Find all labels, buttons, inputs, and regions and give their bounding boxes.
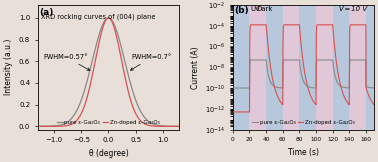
Legend: pure ε-Ga₂O₃, Zn-doped ε-Ga₂O₃: pure ε-Ga₂O₃, Zn-doped ε-Ga₂O₃ <box>250 117 357 127</box>
Bar <box>233 5 249 130</box>
Bar <box>349 5 366 130</box>
Text: V = 10 V: V = 10 V <box>339 6 367 12</box>
Text: Dark: Dark <box>256 6 273 12</box>
Bar <box>266 5 283 130</box>
Y-axis label: Current (A): Current (A) <box>191 46 200 89</box>
Bar <box>249 5 266 130</box>
Bar <box>283 5 299 130</box>
Bar <box>333 5 349 130</box>
Text: UV: UV <box>250 6 260 12</box>
Text: FWHM=0.57°: FWHM=0.57° <box>44 54 90 70</box>
Text: (b): (b) <box>234 6 249 15</box>
X-axis label: θ (degree): θ (degree) <box>88 149 129 158</box>
Bar <box>366 5 374 130</box>
Y-axis label: Intensity (a.u.): Intensity (a.u.) <box>5 39 13 95</box>
X-axis label: Time (s): Time (s) <box>288 148 319 157</box>
Bar <box>316 5 333 130</box>
Text: FWHM=0.7°: FWHM=0.7° <box>130 54 172 70</box>
Legend: pure ε-Ga₂O₃, Zn-doped ε-Ga₂O₃: pure ε-Ga₂O₃, Zn-doped ε-Ga₂O₃ <box>55 117 162 127</box>
Text: (a): (a) <box>39 8 53 17</box>
Text: XRD rocking curves of (004) plane: XRD rocking curves of (004) plane <box>40 14 155 20</box>
Bar <box>299 5 316 130</box>
